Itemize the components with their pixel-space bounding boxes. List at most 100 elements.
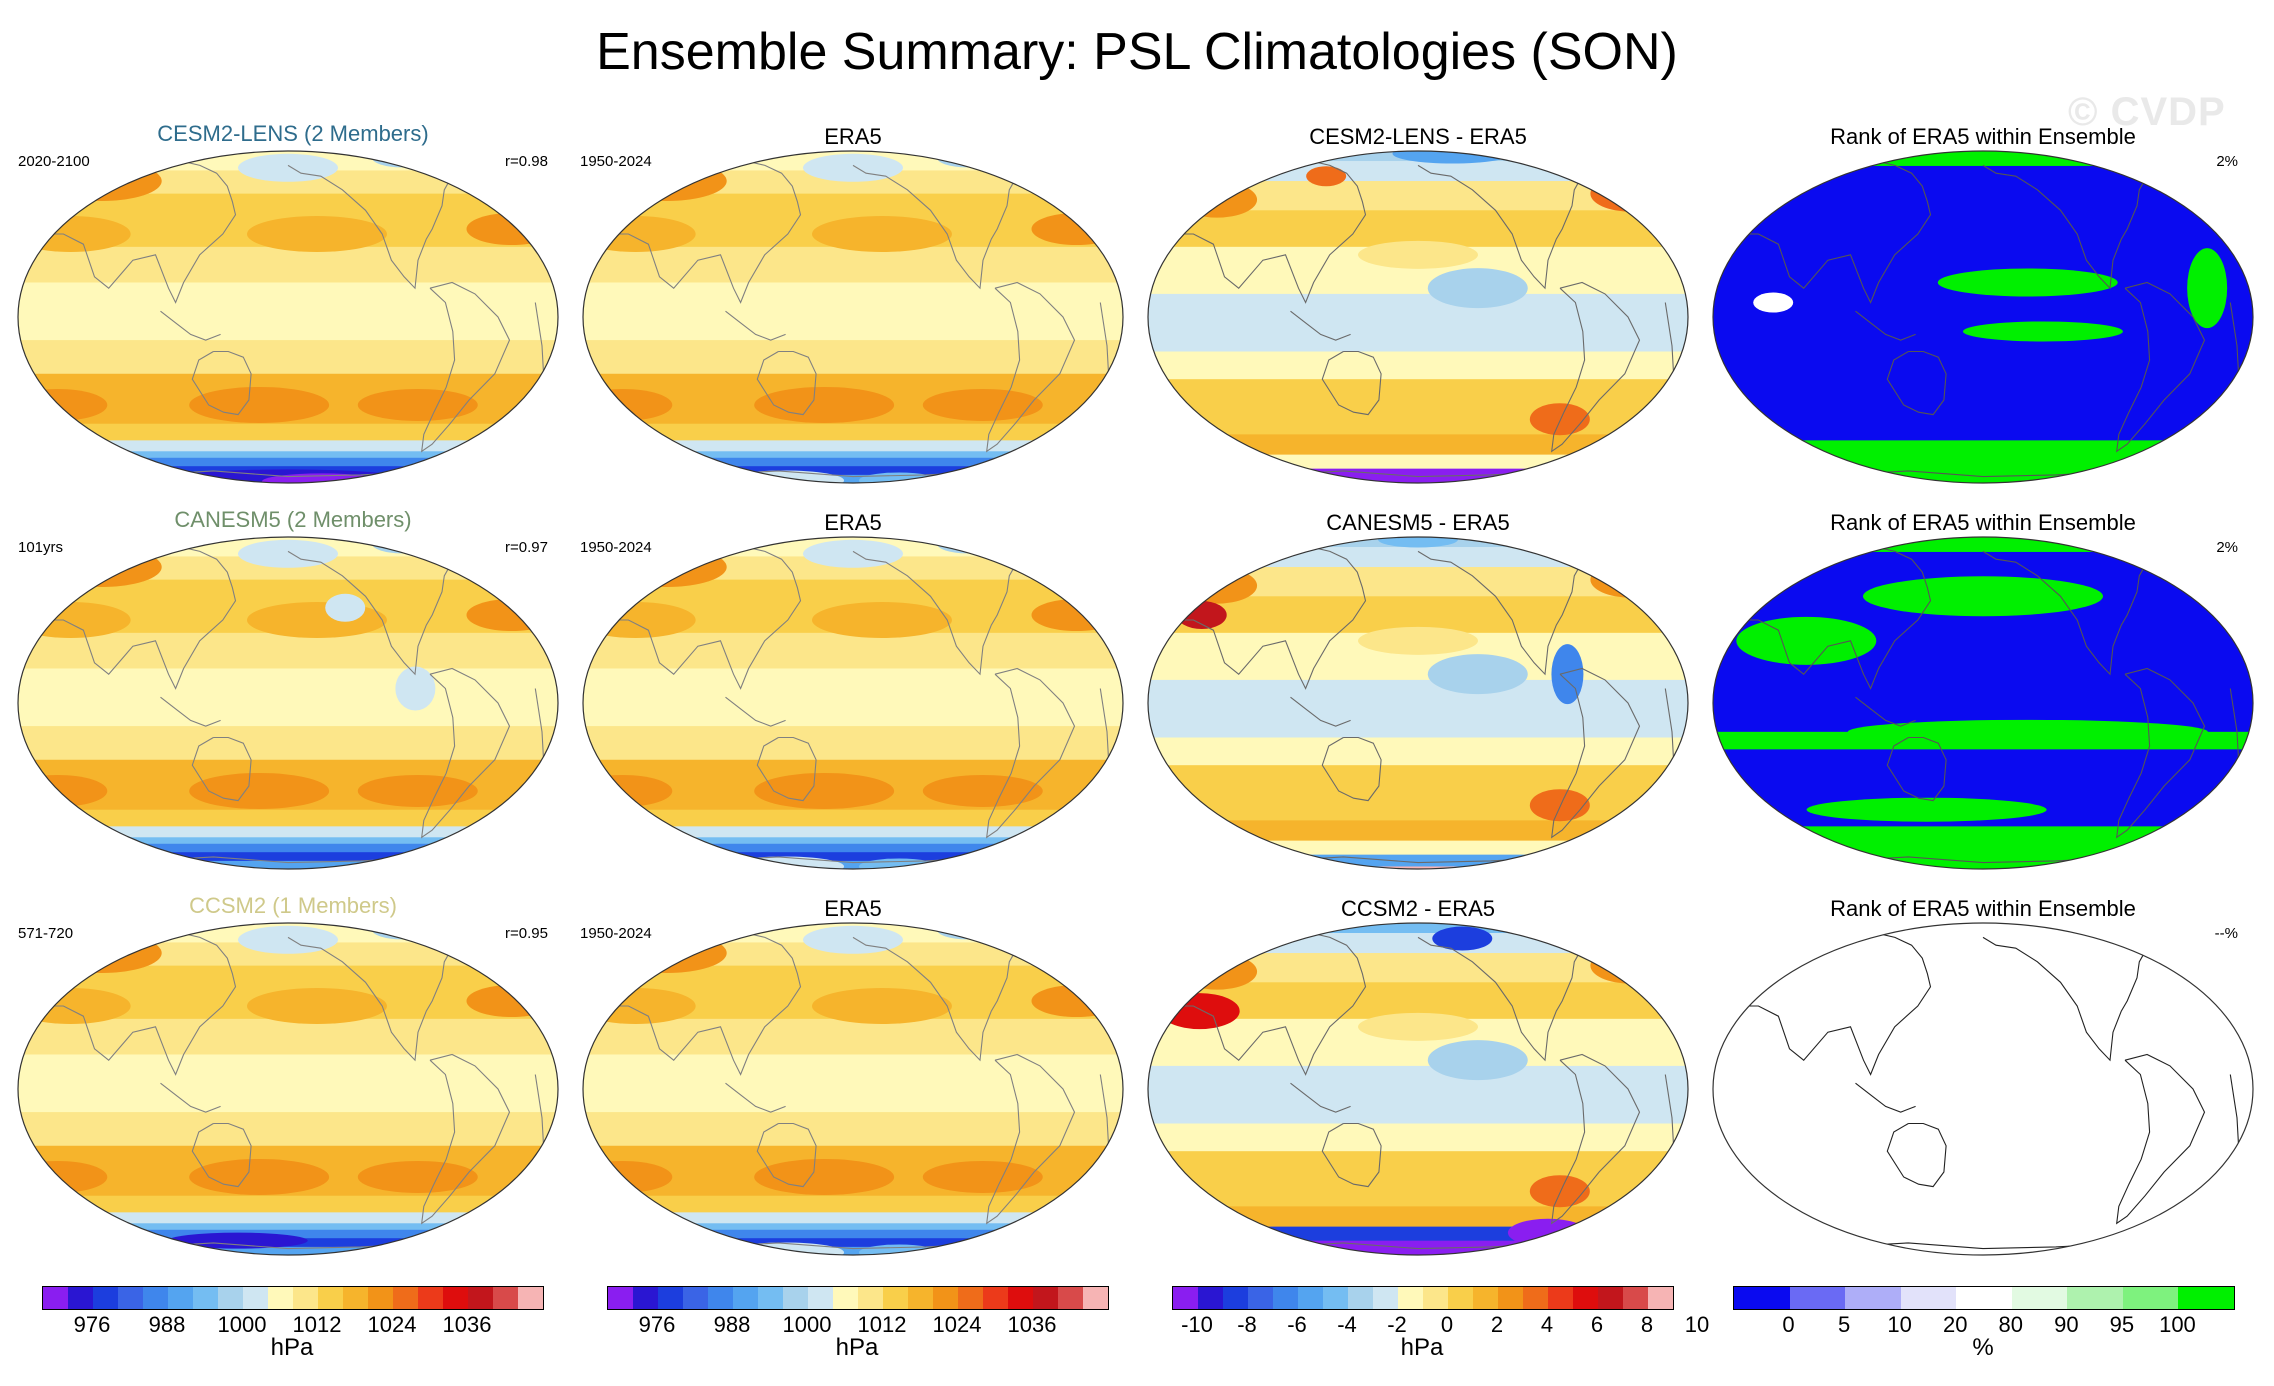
field-band bbox=[18, 457, 558, 467]
coastline bbox=[1625, 172, 1676, 220]
field-anomaly bbox=[1529, 1175, 1590, 1208]
colorbar-tick-label: 1024 bbox=[367, 1312, 417, 1337]
map-border bbox=[1712, 536, 2254, 870]
field-band bbox=[18, 852, 558, 862]
coastline bbox=[1982, 927, 2184, 1062]
field-band bbox=[18, 451, 558, 459]
field-anomaly bbox=[41, 933, 162, 974]
map-border bbox=[1147, 922, 1689, 1256]
field-anomaly bbox=[371, 151, 432, 168]
map-border bbox=[1712, 922, 2254, 1256]
colorbar-swatch bbox=[2122, 1287, 2179, 1309]
field-band bbox=[1148, 765, 1688, 821]
field-anomaly bbox=[1427, 268, 1528, 309]
colorbar-swatch bbox=[608, 1287, 633, 1309]
panel-title-rank-1: Rank of ERA5 within Ensemble bbox=[1830, 124, 2136, 149]
coastline bbox=[756, 1122, 817, 1188]
colorbar-tick-label: 988 bbox=[713, 1312, 751, 1337]
field-anomaly bbox=[606, 933, 727, 974]
years-label-model-3: 571-720 bbox=[18, 925, 74, 942]
field-anomaly bbox=[724, 856, 845, 869]
field-anomaly bbox=[606, 547, 727, 588]
field-band bbox=[1713, 151, 2253, 483]
coastline bbox=[756, 736, 817, 802]
field-anomaly bbox=[1427, 654, 1528, 695]
field-band bbox=[18, 440, 558, 452]
field-band bbox=[1148, 1123, 1688, 1152]
field-band bbox=[18, 1246, 558, 1255]
colorbar-swatch bbox=[933, 1287, 958, 1309]
field-anomaly bbox=[922, 1160, 1043, 1193]
coastline bbox=[2116, 667, 2206, 839]
coastline bbox=[1060, 944, 1111, 992]
coastline bbox=[160, 696, 221, 727]
coastline bbox=[1551, 667, 1641, 839]
coastline bbox=[1290, 696, 1351, 727]
field-anomaly bbox=[466, 599, 557, 632]
colorbar-swatch bbox=[1845, 1287, 1901, 1309]
field-band bbox=[18, 860, 558, 869]
colorbar-swatch bbox=[1348, 1287, 1373, 1309]
field-anomaly bbox=[18, 388, 108, 421]
colorbar-swatch bbox=[118, 1287, 143, 1309]
coastline bbox=[725, 310, 786, 341]
years-label-obs-3: 1950-2024 bbox=[580, 925, 652, 942]
colorbar-swatch bbox=[658, 1287, 683, 1309]
colorbar-tick-label: 1036 bbox=[1007, 1312, 1057, 1337]
colorbar-tick-label: 8 bbox=[1640, 1312, 1654, 1337]
coastline bbox=[421, 1053, 511, 1225]
colorbar-tick-label: 1000 bbox=[217, 1312, 267, 1337]
coastline bbox=[421, 281, 511, 453]
colorbar-swatch bbox=[418, 1287, 443, 1309]
field-anomaly bbox=[395, 666, 436, 711]
years-label-obs-1: 1950-2024 bbox=[580, 153, 652, 170]
field-band bbox=[583, 1054, 1123, 1113]
colorbar-swatch bbox=[733, 1287, 758, 1309]
field-band bbox=[1148, 820, 1688, 842]
colorbar-swatch bbox=[633, 1287, 658, 1309]
panel-title-diff-2: CANESM5 - ERA5 bbox=[1326, 510, 1510, 535]
field-anomaly bbox=[1031, 599, 1122, 632]
rank-percent-3: --% bbox=[2214, 925, 2238, 942]
colorbar-tick-label: 1024 bbox=[932, 1312, 982, 1337]
field-anomaly bbox=[754, 386, 895, 423]
field-band bbox=[18, 843, 558, 853]
coastline bbox=[756, 350, 817, 416]
colorbar-swatch bbox=[218, 1287, 243, 1309]
coastline bbox=[1886, 1122, 1947, 1188]
colorbar-unit-label: % bbox=[1972, 1334, 1994, 1361]
colorbar-swatch bbox=[1058, 1287, 1083, 1309]
colorbar-tick-label: 6 bbox=[1590, 1312, 1604, 1337]
colorbar-diff: -10 -8 -6 -4 -2 0 2 4 6 8 10 hPa bbox=[1172, 1286, 1709, 1376]
coastline bbox=[1290, 1082, 1351, 1113]
field-band bbox=[18, 632, 558, 670]
field-band bbox=[583, 826, 1123, 838]
colorbar-swatch bbox=[293, 1287, 318, 1309]
coastline bbox=[1009, 924, 1045, 946]
coastline bbox=[2139, 924, 2175, 946]
coastline bbox=[191, 1122, 252, 1188]
field-band bbox=[583, 466, 1123, 476]
field-band bbox=[583, 246, 1123, 284]
panel-title-model-1: CESM2-LENS (2 Members) bbox=[157, 121, 429, 146]
colorbar-swatch bbox=[708, 1287, 733, 1309]
field-band bbox=[583, 1238, 1123, 1248]
colorbar-tick-label: -6 bbox=[1287, 1312, 1307, 1337]
map-model-3 bbox=[17, 922, 559, 1256]
coastline bbox=[986, 1053, 1076, 1225]
coastline bbox=[2139, 538, 2175, 560]
field-anomaly bbox=[583, 388, 673, 421]
colorbar-swatch bbox=[2178, 1287, 2234, 1309]
panel-title-obs-3: ERA5 bbox=[824, 896, 882, 921]
field-band bbox=[583, 474, 1123, 483]
colorbar-tick-label: 80 bbox=[1998, 1312, 2024, 1337]
field-band bbox=[1148, 866, 1688, 869]
field-anomaly bbox=[1031, 213, 1122, 246]
field-band bbox=[583, 843, 1123, 853]
colorbar-swatch bbox=[343, 1287, 368, 1309]
map-border bbox=[17, 922, 559, 1256]
map-border bbox=[582, 150, 1124, 484]
colorbar-swatch bbox=[858, 1287, 883, 1309]
colorbar-tick-label: 10 bbox=[1887, 1312, 1912, 1337]
coastline bbox=[1321, 350, 1382, 416]
